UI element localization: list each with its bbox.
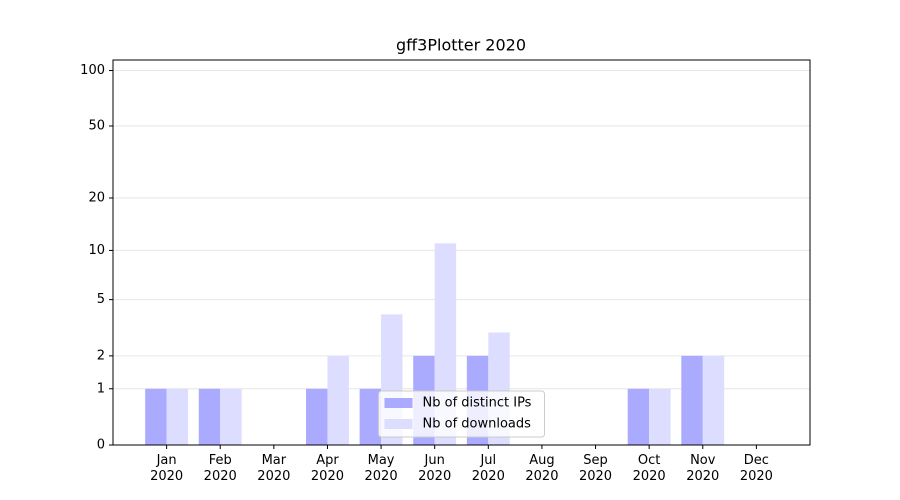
legend-box <box>378 390 545 438</box>
bar <box>627 388 650 445</box>
bar <box>220 388 242 445</box>
bar <box>702 355 725 445</box>
plot-frame <box>112 59 811 446</box>
x-tick-label: Feb 2020 <box>203 453 237 484</box>
legend-label: Nb of distinct IPs <box>423 396 532 411</box>
bar <box>327 355 349 445</box>
legend-swatch <box>384 419 413 429</box>
x-tick-label: Jan 2020 <box>150 453 184 484</box>
legend-label: Nb of downloads <box>423 417 532 432</box>
y-tick-label: 0 <box>97 438 105 453</box>
bar <box>306 388 328 445</box>
x-tick-label: Jun 2020 <box>418 453 452 484</box>
y-tick-label: 50 <box>88 118 105 133</box>
bar <box>166 388 189 445</box>
legend: Nb of distinct IPs Nb of downloads <box>378 390 545 438</box>
chart-title: gff3Plotter 2020 <box>396 36 526 55</box>
x-tick-label: Sep 2020 <box>578 453 613 484</box>
x-tick-label: Jul 2020 <box>471 453 505 484</box>
x-tick-label: Mar 2020 <box>257 453 291 484</box>
x-tick-label: Oct 2020 <box>632 453 666 484</box>
x-tick-label: Nov 2020 <box>686 453 720 484</box>
legend-swatch <box>384 398 413 408</box>
x-tick-label: Aug 2020 <box>525 453 559 484</box>
x-tick-label: Apr 2020 <box>310 453 344 484</box>
y-tick-label: 10 <box>88 243 105 258</box>
y-tick-label: 1 <box>97 381 105 396</box>
y-tick-label: 5 <box>97 292 105 307</box>
bar <box>681 355 703 445</box>
bar <box>359 388 382 445</box>
bar <box>145 388 167 445</box>
bar <box>198 388 221 445</box>
y-tick-label: 20 <box>88 190 105 205</box>
x-tick-label: May 2020 <box>364 453 398 484</box>
y-tick-label: 2 <box>97 348 105 363</box>
y-tick-label: 100 <box>80 63 105 78</box>
bar <box>649 388 671 445</box>
x-tick-label: Dec 2020 <box>739 453 773 484</box>
